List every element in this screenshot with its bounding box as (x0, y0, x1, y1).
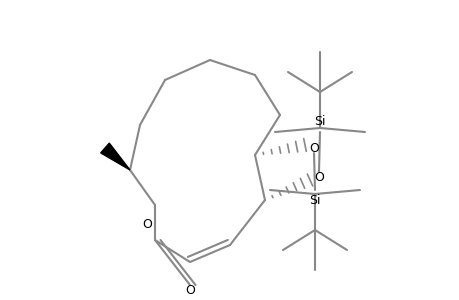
Text: O: O (142, 218, 151, 230)
Text: Si: Si (313, 115, 325, 128)
Text: Si: Si (308, 194, 320, 207)
Text: O: O (308, 142, 318, 154)
Text: O: O (185, 284, 195, 297)
Polygon shape (101, 143, 130, 170)
Text: O: O (313, 170, 323, 184)
